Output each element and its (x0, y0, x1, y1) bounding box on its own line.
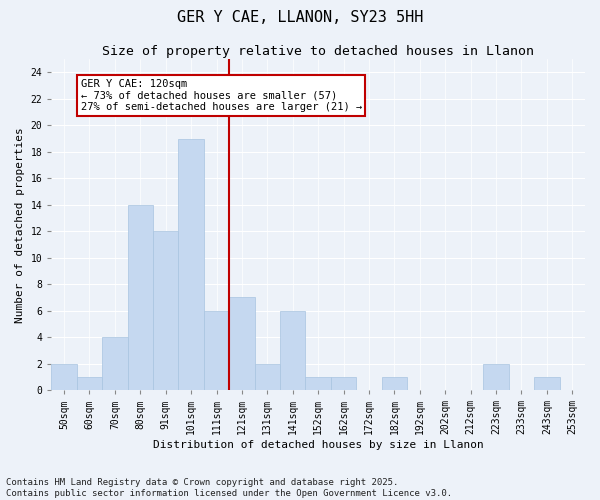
Bar (534, 377, 560, 390)
Bar (229, 298, 254, 390)
X-axis label: Distribution of detached houses by size in Llanon: Distribution of detached houses by size … (153, 440, 484, 450)
Bar (331, 377, 356, 390)
Bar (102, 337, 128, 390)
Bar (382, 377, 407, 390)
Bar (204, 310, 229, 390)
Bar (77, 377, 102, 390)
Title: Size of property relative to detached houses in Llanon: Size of property relative to detached ho… (102, 45, 534, 58)
Bar (178, 138, 204, 390)
Bar (128, 205, 153, 390)
Y-axis label: Number of detached properties: Number of detached properties (15, 127, 25, 322)
Text: Contains HM Land Registry data © Crown copyright and database right 2025.
Contai: Contains HM Land Registry data © Crown c… (6, 478, 452, 498)
Bar (52, 364, 77, 390)
Text: GER Y CAE: 120sqm
← 73% of detached houses are smaller (57)
27% of semi-detached: GER Y CAE: 120sqm ← 73% of detached hous… (80, 79, 362, 112)
Bar (254, 364, 280, 390)
Bar (305, 377, 331, 390)
Text: GER Y CAE, LLANON, SY23 5HH: GER Y CAE, LLANON, SY23 5HH (177, 10, 423, 25)
Bar (153, 232, 178, 390)
Bar (484, 364, 509, 390)
Bar (280, 310, 305, 390)
